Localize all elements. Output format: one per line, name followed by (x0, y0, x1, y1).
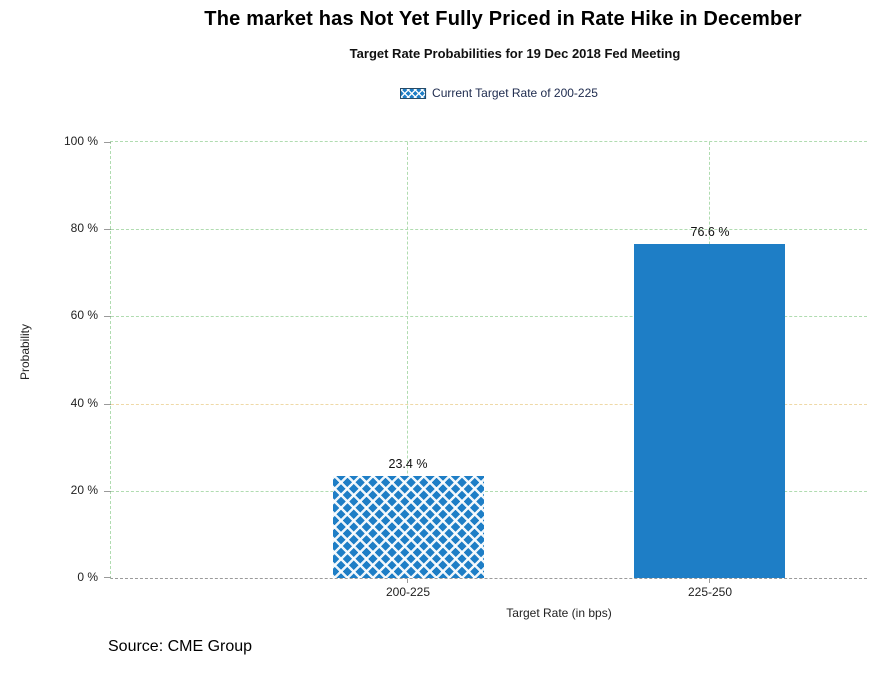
y-tick-label-100: 100 % (63, 134, 98, 148)
x-tick-label-200-225: 200-225 (385, 585, 431, 599)
axis-tick (709, 579, 710, 583)
y-tick-label-20: 20 % (70, 483, 98, 497)
plot-area: 23.4 % 76.6 % 200-225 225-250 Target Rat… (104, 141, 867, 620)
legend: Current Target Rate of 200-225 (400, 86, 598, 100)
x-axis-title: Target Rate (in bps) (506, 606, 612, 620)
bar-value-label: 76.6 % (690, 225, 730, 239)
chart-subtitle: Target Rate Probabilities for 19 Dec 201… (349, 46, 681, 61)
axis-tick (104, 491, 111, 492)
bar-225-250-solid (634, 244, 785, 578)
gridline-20pct (111, 491, 867, 492)
y-axis-title: Probability (18, 323, 32, 381)
legend-crosshatch-swatch-icon (400, 87, 427, 99)
legend-item-label: Current Target Rate of 200-225 (432, 86, 598, 100)
y-tick-label-40: 40 % (70, 396, 98, 410)
gridline-60pct (111, 316, 867, 317)
y-tick-label-0: 0 % (77, 570, 98, 584)
bar-200-225-crosshatch (333, 476, 484, 578)
axis-tick (104, 316, 111, 317)
axis-tick (104, 229, 111, 230)
axis-tick (104, 404, 111, 405)
axis-tick (104, 142, 111, 143)
x-tick-label-225-250: 225-250 (687, 585, 733, 599)
y-tick-label-80: 80 % (70, 221, 98, 235)
chart-main-title: The market has Not Yet Fully Priced in R… (204, 8, 802, 30)
y-tick-label-60: 60 % (70, 308, 98, 322)
axis-tick (407, 579, 408, 583)
axis-tick (104, 577, 111, 578)
bar-value-label: 23.4 % (388, 457, 428, 471)
gridline-40pct (111, 404, 867, 405)
source-attribution: Source: CME Group (108, 638, 253, 655)
gridline-category-200-225 (407, 142, 408, 578)
gridline-80pct (111, 229, 867, 230)
